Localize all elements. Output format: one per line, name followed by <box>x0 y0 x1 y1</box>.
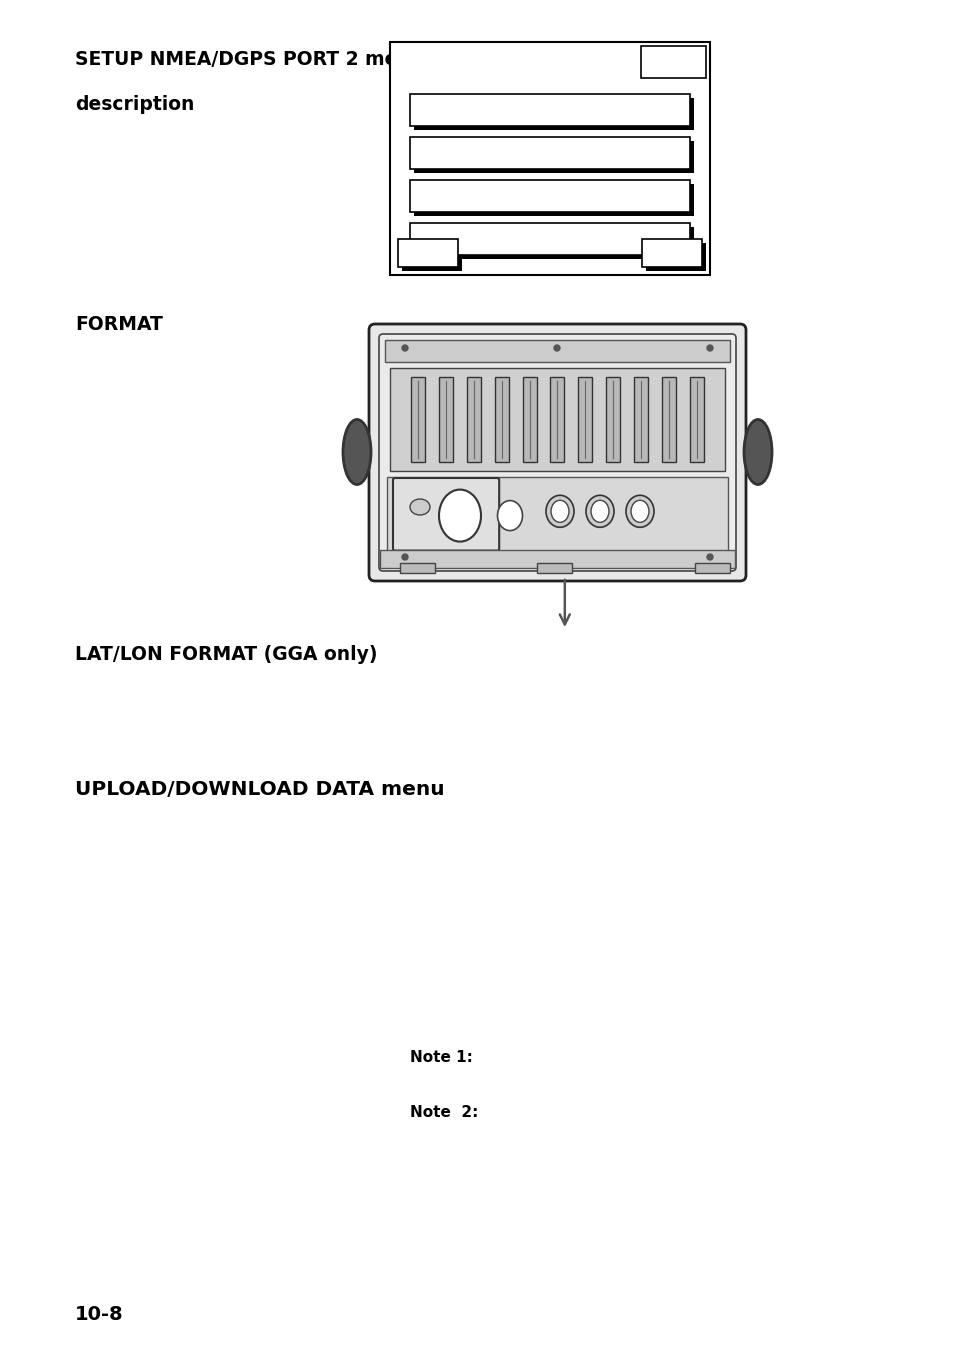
Bar <box>410 179 689 212</box>
Bar <box>390 42 709 275</box>
Bar <box>522 378 536 461</box>
Text: LAT/LON FORMAT (GGA only): LAT/LON FORMAT (GGA only) <box>75 645 377 664</box>
Circle shape <box>706 345 712 351</box>
Ellipse shape <box>630 500 648 522</box>
Text: SETUP NMEA/DGPS PORT 2 menu: SETUP NMEA/DGPS PORT 2 menu <box>75 50 424 69</box>
Bar <box>414 227 693 259</box>
Ellipse shape <box>545 495 574 527</box>
Bar <box>410 223 689 255</box>
Bar <box>689 378 703 461</box>
Bar <box>410 138 689 169</box>
Bar <box>550 378 564 461</box>
Ellipse shape <box>410 499 430 515</box>
Bar <box>397 239 457 267</box>
Bar <box>401 243 461 271</box>
Bar <box>640 46 705 78</box>
Ellipse shape <box>343 420 371 484</box>
Bar <box>411 378 424 461</box>
Text: FORMAT: FORMAT <box>75 316 163 335</box>
Bar <box>634 378 648 461</box>
Bar <box>537 563 572 573</box>
Bar <box>379 550 734 568</box>
Bar <box>385 340 729 362</box>
Text: description: description <box>75 94 194 115</box>
Circle shape <box>401 554 408 560</box>
Bar <box>661 378 676 461</box>
Ellipse shape <box>497 500 522 530</box>
Bar <box>641 239 701 267</box>
Bar <box>414 98 693 130</box>
Bar <box>466 378 480 461</box>
Bar <box>695 563 729 573</box>
Circle shape <box>401 345 408 351</box>
Ellipse shape <box>743 420 771 484</box>
Bar <box>390 368 724 471</box>
Ellipse shape <box>625 495 654 527</box>
Bar <box>495 378 508 461</box>
Text: UPLOAD/DOWNLOAD DATA menu: UPLOAD/DOWNLOAD DATA menu <box>75 780 444 799</box>
Circle shape <box>706 554 712 560</box>
Ellipse shape <box>551 500 568 522</box>
Bar <box>414 142 693 173</box>
Bar <box>645 243 705 271</box>
Text: Note 1:: Note 1: <box>410 1050 473 1064</box>
FancyBboxPatch shape <box>378 335 735 571</box>
FancyBboxPatch shape <box>393 478 498 550</box>
Bar <box>438 378 453 461</box>
FancyBboxPatch shape <box>369 324 745 581</box>
Text: Note  2:: Note 2: <box>410 1105 477 1120</box>
Bar <box>399 563 435 573</box>
Circle shape <box>554 345 559 351</box>
Bar <box>414 183 693 216</box>
Bar <box>410 94 689 125</box>
Bar <box>387 478 727 550</box>
Ellipse shape <box>590 500 608 522</box>
Text: 10-8: 10-8 <box>75 1304 124 1323</box>
Bar <box>606 378 619 461</box>
Bar <box>578 378 592 461</box>
Ellipse shape <box>585 495 614 527</box>
Ellipse shape <box>438 490 480 541</box>
